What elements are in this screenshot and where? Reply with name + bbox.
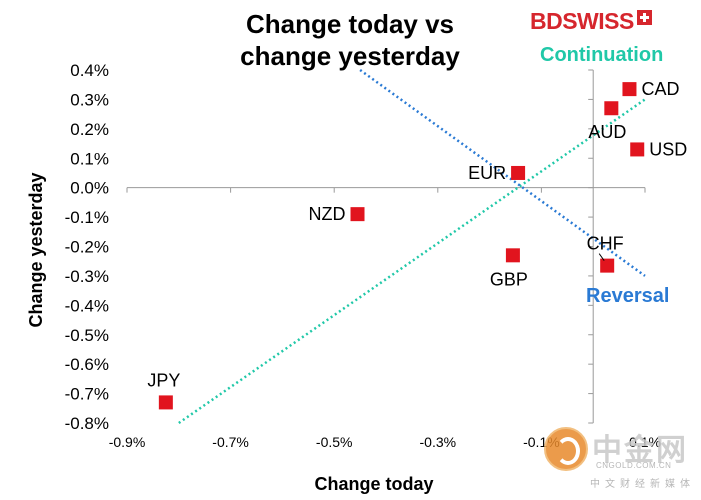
chart-title-line-2: change yesterday: [240, 41, 460, 71]
x-tick-label: 0.1%: [629, 434, 661, 450]
watermark-cn: 中金网: [592, 434, 688, 467]
watermark: 中金网 CNGOLD.COM.CN 中文财经新媒体: [540, 425, 700, 495]
data-point-jpy: [158, 395, 173, 410]
chart-title-line-1: Change today vs: [245, 9, 455, 39]
data-label-aud: AUD: [588, 122, 626, 142]
annotation-reversal: Reversal: [586, 285, 670, 307]
data-label-jpy: JPY: [147, 370, 180, 390]
data-point-chf: [600, 258, 615, 273]
y-tick-label: 0.1%: [70, 149, 109, 168]
x-tick-label: -0.5%: [316, 434, 353, 450]
data-label-gbp: GBP: [490, 269, 528, 289]
y-tick-label: 0.3%: [70, 90, 109, 109]
y-tick-label: -0.2%: [65, 238, 109, 257]
y-tick-label: 0.4%: [70, 61, 109, 80]
brand-logo: BDSWISS: [530, 8, 652, 34]
annotation-continuation: Continuation: [540, 44, 664, 66]
x-tick-label: -0.3%: [420, 434, 457, 450]
data-point-cad: [622, 82, 637, 97]
x-tick-label: -0.7%: [212, 434, 249, 450]
reference-lines: [178, 68, 646, 425]
watermark-sub: 中文财经新媒体: [590, 479, 695, 490]
y-tick-label: -0.1%: [65, 208, 109, 227]
reference-line-continuation: [178, 98, 646, 425]
y-tick-label: -0.8%: [65, 414, 109, 433]
brand-logo-text: BDSWISS: [530, 8, 634, 34]
data-label-chf: CHF: [587, 234, 624, 254]
y-tick-label: -0.7%: [65, 385, 109, 404]
data-point-gbp: [505, 248, 520, 263]
y-axis-title: Change yesterday: [26, 172, 46, 328]
plot-axes: -0.9% -0.7% -0.5% -0.3% -0.1% 0.1% 0.4% 0.3% 0.2…: [65, 61, 661, 450]
data-label-usd: USD: [649, 139, 687, 159]
y-tick-label: 0.2%: [70, 120, 109, 139]
reference-line-reversal: [359, 68, 646, 277]
y-tick-label: -0.5%: [65, 326, 109, 345]
watermark-url: CNGOLD.COM.CN: [596, 461, 672, 470]
chf-leader-line: [598, 253, 605, 261]
x-axis-title: Change today: [314, 474, 434, 494]
data-label-eur: EUR: [468, 163, 506, 183]
y-tick-label: -0.6%: [65, 355, 109, 374]
data-point-aud: [604, 101, 619, 116]
data-point-nzd: [350, 207, 365, 222]
y-tick-label: -0.4%: [65, 296, 109, 315]
x-tick-label: -0.9%: [109, 434, 146, 450]
y-tick-label: 0.0%: [70, 179, 109, 198]
gold-coin-icon: [544, 427, 588, 471]
data-point-eur: [511, 165, 526, 180]
data-point-usd: [630, 142, 645, 157]
data-label-cad: CAD: [641, 79, 679, 99]
swiss-cross-icon: [636, 10, 652, 25]
y-tick-label: -0.3%: [65, 267, 109, 286]
data-points: CAD AUD USD EUR NZD GBP CHF JPY: [147, 79, 687, 410]
data-label-nzd: NZD: [309, 204, 346, 224]
